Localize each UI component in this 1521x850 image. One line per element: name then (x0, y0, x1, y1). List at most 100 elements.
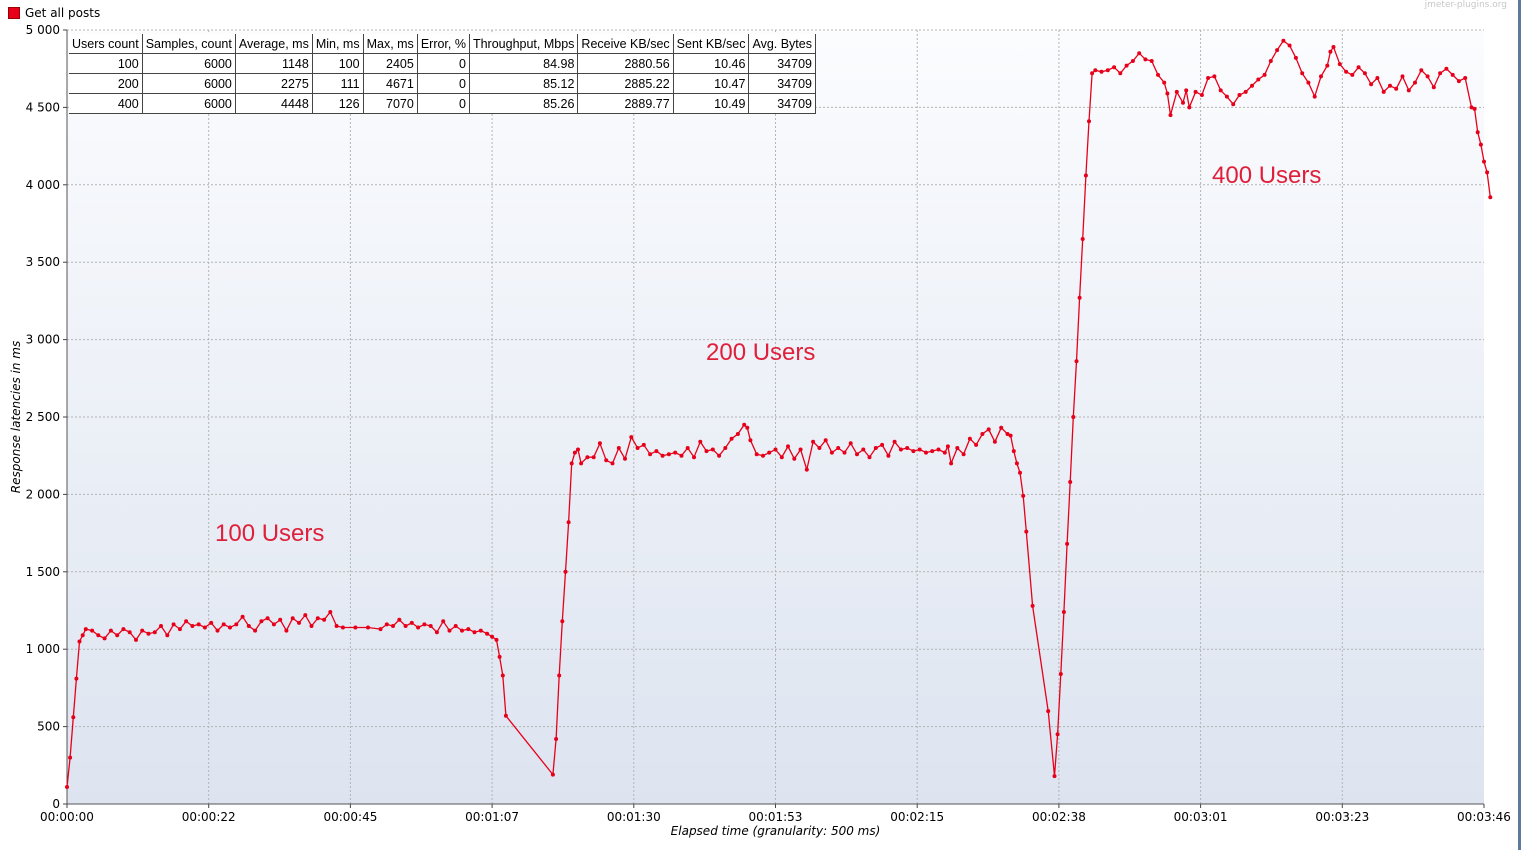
data-point (880, 442, 885, 447)
data-point (635, 446, 640, 450)
data-point (1450, 72, 1455, 77)
stats-row: 400 6000 4448 126 7070 0 85.26 2889.77 10.49 3470… (69, 93, 816, 114)
data-point (886, 453, 891, 458)
stats-cell: 100 (69, 53, 143, 74)
data-point (786, 444, 790, 449)
y-tick-label: 4 000 (26, 178, 60, 192)
data-point (177, 627, 182, 632)
data-point (1356, 65, 1361, 70)
data-point (1281, 38, 1286, 43)
data-point (898, 447, 903, 452)
x-tick-label: 00:03:23 (1315, 810, 1369, 824)
stats-cell: 2405 (362, 53, 418, 74)
data-point (1331, 45, 1336, 49)
data-point (1224, 94, 1229, 99)
data-point (550, 772, 555, 777)
data-point (924, 450, 928, 455)
data-point (836, 446, 841, 450)
data-point (1168, 113, 1173, 118)
data-point (1293, 55, 1298, 60)
data-point (472, 630, 477, 635)
data-point (1093, 68, 1098, 73)
data-point (134, 637, 138, 642)
data-point (1300, 71, 1305, 76)
data-point (460, 628, 464, 633)
data-point (1362, 71, 1367, 76)
data-point (1456, 79, 1461, 84)
data-point (1394, 86, 1399, 91)
data-point (1482, 159, 1486, 164)
legend-label: Get all posts (25, 6, 101, 20)
data-point (986, 427, 991, 432)
data-point (1181, 100, 1185, 105)
data-point (557, 673, 562, 678)
data-point (284, 628, 289, 633)
data-point (1074, 359, 1079, 364)
stats-column-header: Avg. Bytes (748, 34, 816, 54)
data-point (441, 619, 446, 624)
data-point (1008, 433, 1013, 438)
data-point (1156, 72, 1160, 77)
data-point (1268, 59, 1273, 63)
x-tick-label: 00:00:22 (182, 810, 236, 824)
data-point (259, 619, 264, 624)
data-point (1137, 51, 1142, 56)
y-tick-label: 2 000 (26, 487, 60, 501)
data-point (1469, 105, 1474, 110)
stats-cell: 4448 (234, 93, 313, 114)
data-point (735, 432, 740, 436)
data-point (717, 453, 722, 458)
x-tick-label: 00:03:01 (1174, 810, 1228, 824)
data-point (1199, 93, 1204, 97)
data-point (428, 624, 433, 628)
data-point (873, 446, 878, 450)
data-point (1014, 461, 1019, 466)
stats-header-row: Users count Samples, count Average, ms Min,… (69, 34, 816, 54)
data-point (1275, 48, 1280, 53)
data-point (1431, 85, 1436, 90)
data-point (1184, 88, 1189, 93)
data-point (1090, 71, 1095, 76)
data-point (221, 622, 226, 627)
annotation-200-users: 200 Users (706, 339, 816, 366)
data-point (974, 442, 979, 447)
stats-column-header: Min, ms (311, 34, 364, 54)
data-point (1021, 493, 1026, 498)
x-tick-label: 00:03:46 (1457, 810, 1511, 824)
data-point (1030, 603, 1035, 608)
data-point (692, 455, 696, 460)
stats-column-header: Throughput, Mbps (468, 34, 579, 54)
stats-cell: 2885.22 (577, 73, 674, 94)
stats-body: 100 6000 1148 100 2405 0 84.98 2880.56 10.46 3470… (69, 53, 816, 114)
data-point (403, 624, 408, 628)
data-point (485, 631, 490, 636)
data-point (353, 625, 358, 630)
data-point (1485, 170, 1490, 175)
data-point (1478, 142, 1483, 147)
data-point (1212, 74, 1217, 79)
data-point (1400, 74, 1405, 79)
x-tick-label: 00:00:45 (323, 810, 377, 824)
data-point (416, 625, 421, 630)
data-point (949, 461, 954, 466)
data-point (685, 446, 690, 450)
data-point (1406, 88, 1411, 93)
stats-cell: 10.46 (672, 53, 750, 74)
data-point (779, 455, 784, 460)
stats-cell: 85.12 (468, 73, 579, 94)
data-point (1328, 49, 1333, 54)
stats-cell: 84.98 (468, 53, 579, 74)
data-point (610, 461, 615, 466)
stats-column-header: Sent KB/sec (672, 34, 750, 54)
data-point (1488, 195, 1493, 200)
data-point (1124, 63, 1129, 68)
x-tick-label: 00:01:53 (749, 810, 803, 824)
data-point (1058, 672, 1063, 676)
data-point (1306, 80, 1311, 85)
data-point (1005, 432, 1010, 436)
y-tick-label: 1 000 (26, 642, 60, 656)
data-point (804, 467, 809, 472)
data-point (992, 439, 997, 444)
data-point (497, 654, 502, 659)
stats-cell: 0 (416, 73, 470, 94)
